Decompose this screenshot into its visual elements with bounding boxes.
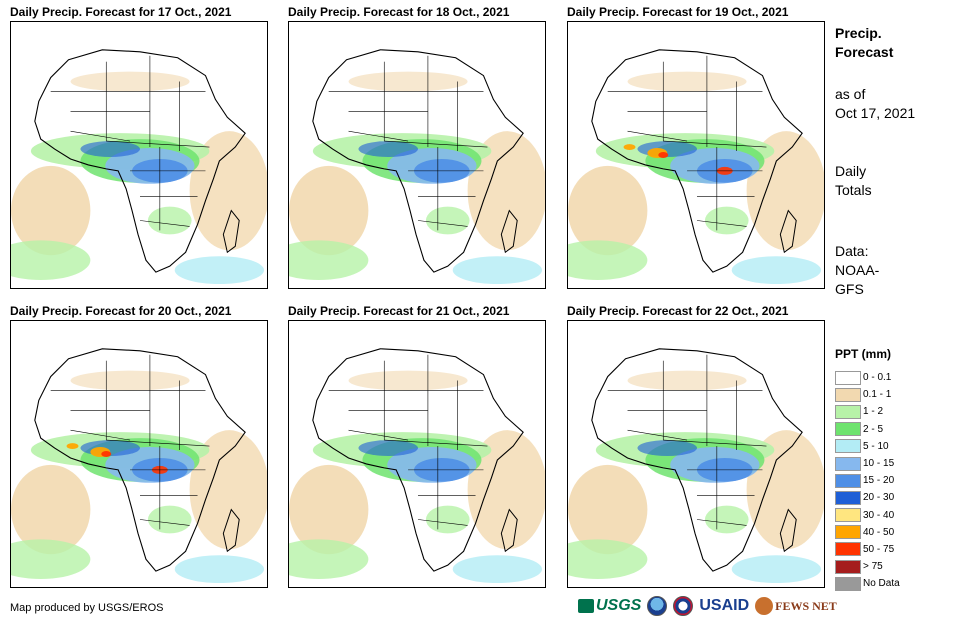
forecast-map xyxy=(567,320,825,588)
sidebar-data-line3: GFS xyxy=(835,281,864,297)
legend-swatch xyxy=(835,576,861,591)
logo-strip: USGS USAID FEWS NET xyxy=(578,596,837,616)
map-svg xyxy=(289,321,545,587)
legend-item: 40 - 50 xyxy=(835,524,900,541)
legend-item: 5 - 10 xyxy=(835,438,900,455)
legend-item: 20 - 30 xyxy=(835,489,900,506)
legend-swatch xyxy=(835,473,861,488)
usgs-mark-icon xyxy=(578,599,594,613)
usgs-logo-text: USGS xyxy=(596,597,642,614)
panel-title: Daily Precip. Forecast for 19 Oct., 2021 xyxy=(567,5,789,19)
sidebar-asof-line1: as of xyxy=(835,86,866,102)
legend-swatch xyxy=(835,387,861,402)
legend-swatch xyxy=(835,404,861,419)
sidebar-title-line2: Forecast xyxy=(835,44,894,60)
sidebar-daily-line1: Daily xyxy=(835,163,867,179)
map-svg xyxy=(11,22,267,288)
sidebar-data-line2: NOAA- xyxy=(835,262,880,278)
panel-title: Daily Precip. Forecast for 21 Oct., 2021 xyxy=(288,304,510,318)
legend-swatch xyxy=(835,370,861,385)
sidebar-asof: as of Oct 17, 2021 xyxy=(835,85,915,123)
forecast-map xyxy=(10,21,268,289)
usaid-seal-icon xyxy=(673,596,694,616)
forecast-map xyxy=(10,320,268,588)
legend-label: No Data xyxy=(863,578,900,590)
legend-label: > 75 xyxy=(863,561,883,573)
usgs-logo: USGS xyxy=(578,597,641,615)
legend-item: 1 - 2 xyxy=(835,403,900,420)
legend-swatch xyxy=(835,456,861,471)
legend-label: 10 - 15 xyxy=(863,458,895,470)
legend-swatch xyxy=(835,559,861,574)
legend-swatch xyxy=(835,508,861,523)
legend-item: 50 - 75 xyxy=(835,541,900,558)
legend-item: > 75 xyxy=(835,558,900,575)
legend-label: 0.1 - 1 xyxy=(863,389,892,401)
legend-swatch xyxy=(835,490,861,505)
legend-label: 15 - 20 xyxy=(863,475,895,487)
legend-label: 1 - 2 xyxy=(863,406,884,418)
legend-item: 0 - 0.1 xyxy=(835,369,900,386)
map-svg xyxy=(568,321,824,587)
legend-label: 50 - 75 xyxy=(863,543,895,555)
legend-swatch xyxy=(835,439,861,454)
sidebar-title: Precip. Forecast xyxy=(835,24,893,62)
legend-swatch xyxy=(835,525,861,540)
sidebar-asof-line2: Oct 17, 2021 xyxy=(835,105,916,121)
legend-item: 0.1 - 1 xyxy=(835,386,900,403)
panel-title: Daily Precip. Forecast for 22 Oct., 2021 xyxy=(567,304,789,318)
legend-item: 2 - 5 xyxy=(835,421,900,438)
legend-rows: 0 - 0.1 0.1 - 1 1 - 2 2 - 5 5 - 10 10 - 15 15 … xyxy=(835,369,900,592)
forecast-map xyxy=(567,21,825,289)
legend-item: 15 - 20 xyxy=(835,472,900,489)
legend-title: PPT (mm) xyxy=(835,347,892,361)
map-svg xyxy=(568,22,824,288)
fews-net-logo-text: FEWS NET xyxy=(775,598,837,613)
legend-label: 5 - 10 xyxy=(863,440,889,452)
legend-label: 0 - 0.1 xyxy=(863,372,892,384)
legend-label: 2 - 5 xyxy=(863,423,884,435)
legend-swatch xyxy=(835,542,861,557)
map-svg xyxy=(11,321,267,587)
fews-net-mark-icon xyxy=(755,597,774,615)
panel-title: Daily Precip. Forecast for 17 Oct., 2021 xyxy=(10,5,232,19)
precip-legend: PPT (mm) 0 - 0.1 0.1 - 1 1 - 2 2 - 5 5 - 10 1… xyxy=(835,347,900,592)
forecast-map xyxy=(288,320,546,588)
legend-label: 20 - 30 xyxy=(863,492,895,504)
legend-item: 10 - 15 xyxy=(835,455,900,472)
map-svg xyxy=(289,22,545,288)
sidebar-data-line1: Data: xyxy=(835,243,869,259)
legend-label: 30 - 40 xyxy=(863,509,895,521)
sidebar-daily: Daily Totals xyxy=(835,162,872,200)
panel-title: Daily Precip. Forecast for 20 Oct., 2021 xyxy=(10,304,232,318)
forecast-map xyxy=(288,21,546,289)
panel-title: Daily Precip. Forecast for 18 Oct., 2021 xyxy=(288,5,510,19)
sidebar-daily-line2: Totals xyxy=(835,182,872,198)
legend-item: No Data xyxy=(835,575,900,592)
sidebar-data-source: Data: NOAA- GFS xyxy=(835,242,879,299)
legend-label: 40 - 50 xyxy=(863,526,895,538)
usaid-logo-text: USAID xyxy=(699,597,750,614)
sidebar-title-line1: Precip. xyxy=(835,25,882,41)
legend-swatch xyxy=(835,422,861,437)
noaa-logo-icon xyxy=(647,596,668,616)
fews-net-logo: FEWS NET xyxy=(755,597,837,615)
legend-item: 30 - 40 xyxy=(835,507,900,524)
map-credit: Map produced by USGS/EROS xyxy=(10,602,164,614)
